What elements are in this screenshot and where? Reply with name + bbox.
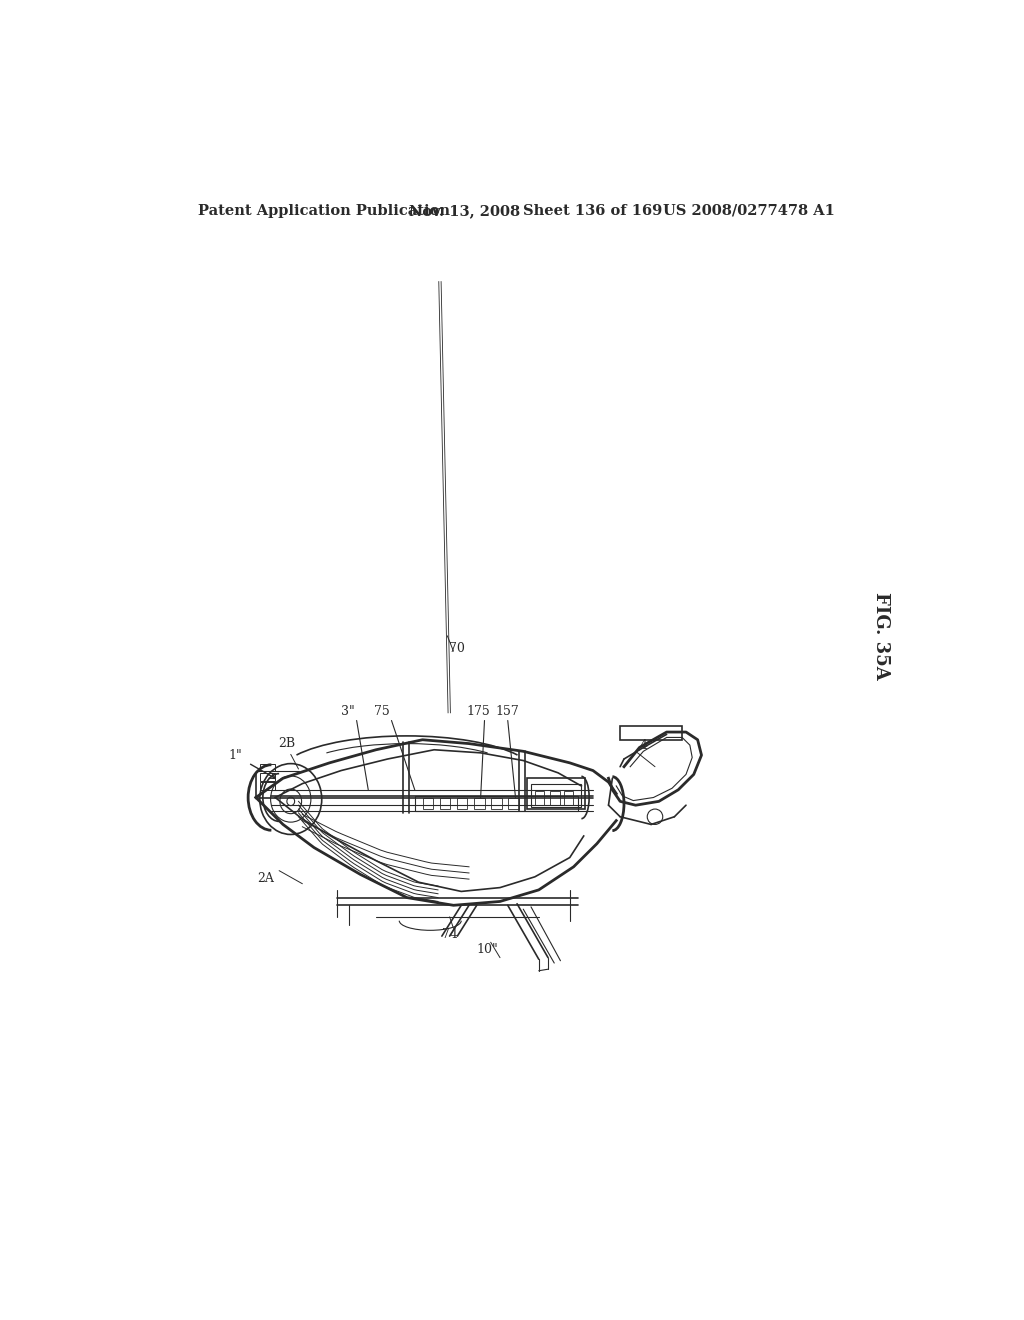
Bar [260, 781, 275, 789]
Bar [508, 799, 518, 809]
Text: Sheet 136 of 169: Sheet 136 of 169 [523, 203, 663, 218]
Text: 157: 157 [496, 705, 519, 718]
Bar [415, 796, 578, 812]
Text: 4: 4 [639, 739, 647, 752]
Bar [439, 799, 451, 809]
Text: 74: 74 [441, 928, 458, 941]
Text: 10": 10" [476, 944, 498, 957]
Text: Nov. 13, 2008: Nov. 13, 2008 [410, 203, 520, 218]
Bar [260, 763, 275, 771]
Bar [535, 792, 544, 805]
Text: 75: 75 [375, 705, 390, 718]
Bar [490, 799, 502, 809]
Bar [423, 799, 433, 809]
Text: Patent Application Publication: Patent Application Publication [198, 203, 450, 218]
Text: 2A: 2A [257, 871, 274, 884]
Bar [531, 784, 582, 807]
Text: 2B: 2B [279, 737, 296, 750]
Text: 175: 175 [466, 705, 490, 718]
Bar [563, 792, 572, 805]
Bar [550, 792, 560, 805]
Text: FIG. 35A: FIG. 35A [872, 591, 890, 680]
Bar [527, 779, 586, 809]
Text: US 2008/0277478 A1: US 2008/0277478 A1 [663, 203, 835, 218]
Bar [474, 799, 484, 809]
Text: 1": 1" [228, 748, 242, 762]
Bar [260, 774, 275, 780]
Text: 70: 70 [450, 643, 465, 656]
Bar [621, 726, 682, 739]
Text: 3": 3" [341, 705, 355, 718]
Bar [457, 799, 467, 809]
